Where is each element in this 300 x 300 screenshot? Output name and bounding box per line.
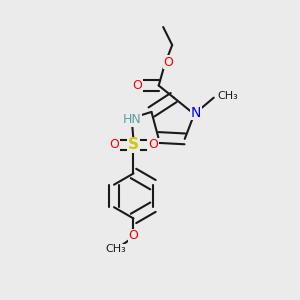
Text: O: O bbox=[163, 56, 173, 69]
Text: O: O bbox=[109, 138, 119, 152]
Text: S: S bbox=[128, 137, 139, 152]
Text: O: O bbox=[133, 79, 142, 92]
Text: CH₃: CH₃ bbox=[217, 91, 238, 101]
Text: O: O bbox=[148, 138, 158, 152]
Text: O: O bbox=[129, 229, 138, 242]
Text: CH₃: CH₃ bbox=[105, 244, 126, 254]
Text: N: N bbox=[190, 106, 201, 120]
Text: HN: HN bbox=[123, 113, 141, 126]
